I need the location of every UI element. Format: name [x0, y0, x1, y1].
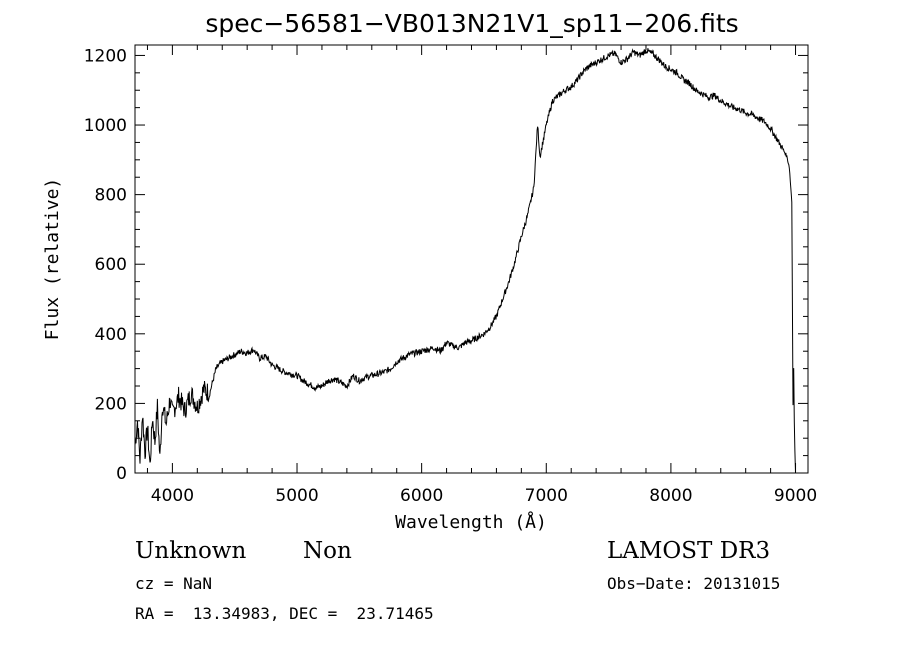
x-tick-labels: 4000 5000 6000 7000 8000 9000	[151, 486, 817, 506]
y-tick-label: 400	[95, 325, 127, 345]
x-tick-label: 9000	[774, 486, 817, 506]
x-tick-label: 4000	[151, 486, 194, 506]
flux-series-line	[134, 48, 796, 474]
obs-date-text: Obs−Date: 20131015	[607, 574, 781, 593]
y-tick-labels: 0 200 400 600 800 1000 1200	[84, 46, 127, 484]
coordinates-text: RA = 13.34983, DEC = 23.71465	[135, 604, 434, 623]
y-tick-label: 800	[95, 186, 127, 206]
y-axis-label: Flux (relative)	[42, 178, 63, 341]
x-tick-label: 5000	[275, 486, 318, 506]
y-tick-label: 200	[95, 394, 127, 414]
y-tick-label: 600	[95, 255, 127, 275]
redshift-text: cz = NaN	[135, 574, 213, 593]
x-tick-label: 7000	[525, 486, 568, 506]
x-axis-label: Wavelength (Å)	[395, 511, 547, 533]
chart-title: spec−56581−VB013N21V1_sp11−206.fits	[205, 9, 738, 38]
subclass-label: Non	[303, 538, 352, 564]
y-tick-label: 1200	[84, 46, 127, 66]
x-tick-label: 8000	[649, 486, 692, 506]
plot-frame	[134, 44, 809, 474]
survey-label: LAMOST DR3	[607, 538, 771, 564]
y-tick-label: 0	[116, 464, 127, 484]
x-tick-label: 6000	[400, 486, 443, 506]
y-tick-label: 1000	[84, 116, 127, 136]
axis-ticks	[135, 45, 808, 474]
class-label: Unknown	[135, 538, 247, 564]
